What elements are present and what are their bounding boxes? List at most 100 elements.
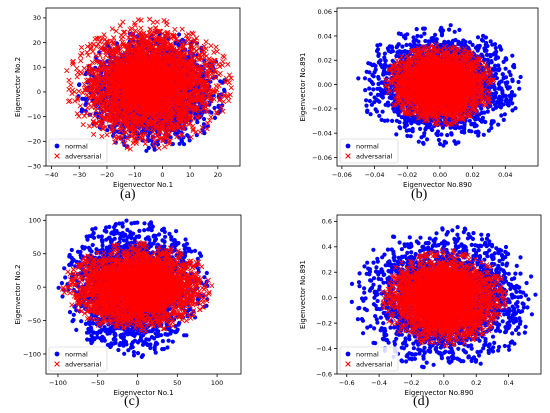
adversarial-point (78, 58, 84, 64)
adversarial-point (99, 61, 105, 67)
adversarial-point (204, 126, 210, 132)
adversarial-point (92, 67, 98, 73)
adversarial-point (98, 113, 104, 119)
adversarial-point (91, 100, 97, 106)
adversarial-point (193, 80, 200, 86)
adversarial-point (214, 110, 220, 116)
adversarial-point (155, 122, 161, 128)
adversarial-point (138, 25, 144, 31)
adversarial-point (90, 94, 97, 100)
normal-point (181, 142, 187, 147)
plot-area (64, 16, 234, 153)
adversarial-point (90, 119, 96, 125)
normal-point (83, 72, 88, 77)
adversarial-point (160, 119, 167, 125)
adversarial-point (210, 74, 216, 80)
adversarial-point (120, 19, 126, 25)
adversarial-point (168, 35, 174, 41)
adversarial-point (104, 132, 110, 138)
adversarial-point (156, 145, 162, 151)
normal-point (166, 121, 171, 126)
adversarial-point (211, 49, 217, 55)
adversarial-point (146, 45, 153, 51)
normal-point (201, 122, 206, 127)
adversarial-point (128, 38, 134, 44)
normal-point (113, 140, 118, 145)
normal-point (199, 111, 205, 116)
series-adversarial (64, 16, 234, 152)
adversarial-point (77, 103, 83, 109)
normal-point (123, 135, 128, 140)
normal-point (105, 128, 110, 133)
adversarial-point (99, 84, 106, 91)
adversarial-point (220, 98, 227, 105)
adversarial-point (138, 17, 144, 23)
adversarial-point (164, 19, 170, 25)
adversarial-point (186, 91, 192, 97)
adversarial-point (103, 124, 109, 130)
adversarial-point (152, 25, 159, 31)
normal-point (185, 133, 190, 138)
adversarial-point (193, 129, 199, 135)
adversarial-point (192, 38, 198, 44)
adversarial-point (113, 28, 119, 34)
adversarial-point (217, 93, 223, 99)
adversarial-point (129, 25, 135, 32)
normal-point (146, 145, 151, 150)
normal-point (195, 120, 200, 125)
adversarial-point (95, 73, 101, 79)
adversarial-point (161, 66, 168, 72)
adversarial-point (102, 117, 108, 123)
adversarial-point (75, 69, 81, 76)
normal-point (84, 100, 89, 105)
adversarial-point (109, 128, 115, 134)
adversarial-point (90, 71, 96, 77)
adversarial-point (80, 121, 86, 128)
adversarial-point (220, 108, 226, 114)
adversarial-point (86, 123, 93, 129)
adversarial-point (228, 75, 234, 81)
adversarial-point (90, 131, 97, 138)
adversarial-point (101, 91, 108, 97)
adversarial-point (112, 139, 118, 145)
adversarial-point (127, 54, 133, 61)
adversarial-point (74, 111, 80, 117)
adversarial-point (204, 71, 210, 77)
adversarial-point (217, 70, 223, 77)
normal-point (222, 89, 227, 94)
adversarial-point (146, 30, 152, 36)
adversarial-point (183, 32, 189, 39)
adversarial-point (211, 96, 217, 102)
adversarial-point (110, 35, 117, 41)
adversarial-point (85, 52, 91, 58)
adversarial-point (216, 97, 223, 103)
adversarial-point (221, 92, 228, 98)
adversarial-point (74, 97, 81, 103)
adversarial-point (203, 39, 209, 45)
normal-point (212, 115, 218, 120)
adversarial-point (226, 97, 232, 104)
adversarial-point (213, 44, 219, 50)
adversarial-point (137, 29, 143, 36)
adversarial-point (72, 98, 78, 104)
adversarial-point (106, 93, 112, 100)
adversarial-point (161, 17, 167, 24)
adversarial-point (213, 109, 220, 115)
adversarial-point (64, 67, 70, 74)
adversarial-point (92, 113, 98, 119)
adversarial-point (208, 90, 214, 96)
adversarial-point (69, 90, 75, 97)
adversarial-point (104, 38, 110, 44)
adversarial-point (188, 134, 194, 140)
normal-point (124, 144, 129, 149)
adversarial-point (74, 65, 80, 72)
adversarial-point (211, 88, 217, 94)
adversarial-point (177, 101, 184, 107)
adversarial-point (208, 114, 214, 120)
adversarial-point (179, 132, 185, 139)
adversarial-point (133, 45, 140, 51)
adversarial-point (108, 112, 115, 118)
adversarial-point (219, 62, 226, 68)
adversarial-point (123, 129, 129, 135)
normal-point (79, 109, 84, 114)
